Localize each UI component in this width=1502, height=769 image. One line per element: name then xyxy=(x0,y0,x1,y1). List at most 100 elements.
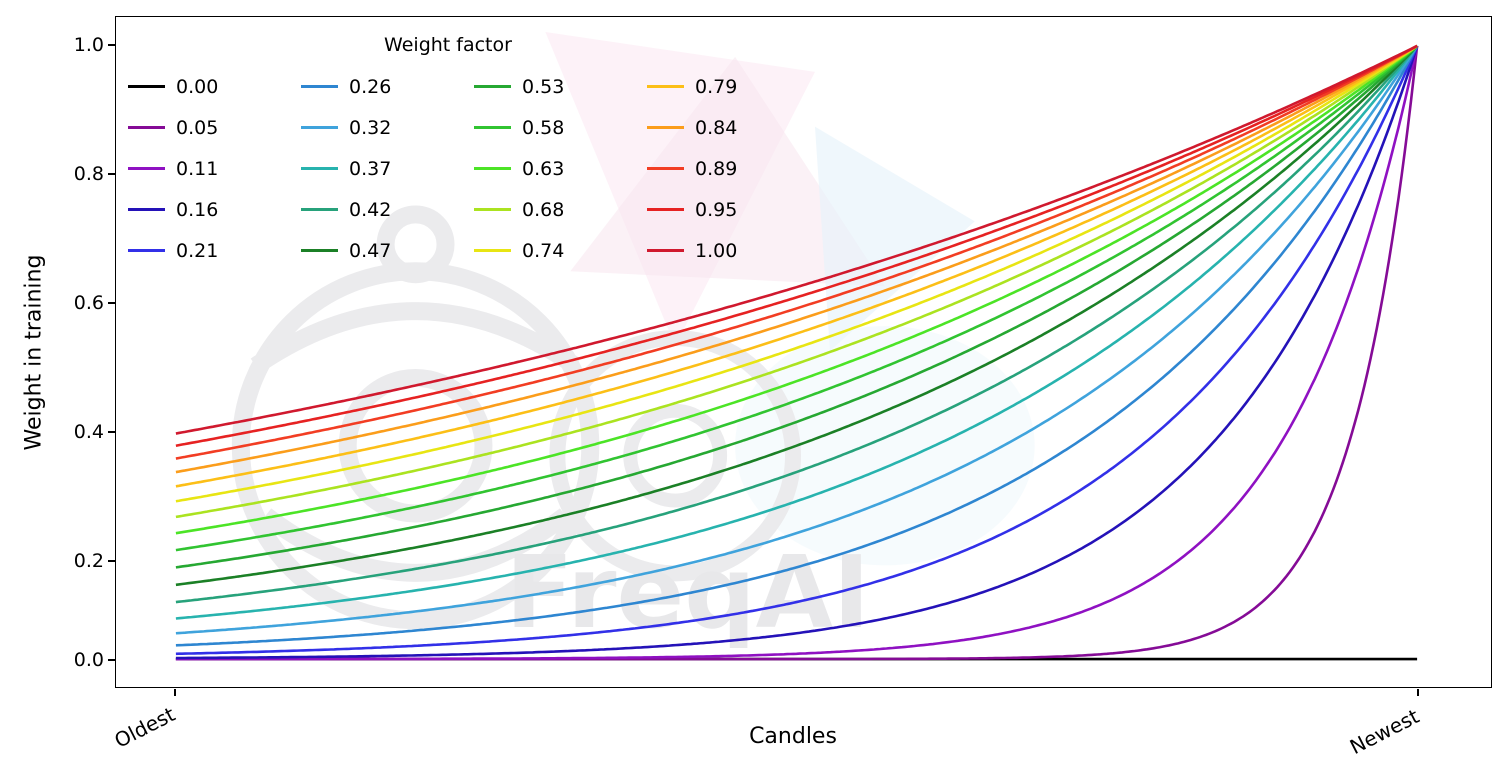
legend-entry-0.37: 0.37 xyxy=(301,158,474,180)
series-line-0.53 xyxy=(175,44,1418,569)
legend-entry-0.74: 0.74 xyxy=(474,240,647,262)
legend-swatch xyxy=(301,249,338,252)
legend-swatch xyxy=(647,208,684,211)
y-axis-label: Weight in training xyxy=(21,254,47,451)
series-line-0.47 xyxy=(175,45,1419,587)
legend-label: 0.89 xyxy=(695,157,738,180)
legend-entry-0.26: 0.26 xyxy=(301,76,474,98)
series-line-0.37 xyxy=(175,45,1419,620)
series-line-0.26 xyxy=(175,45,1419,647)
watermark-shape xyxy=(735,326,1035,566)
legend-title: Weight factor xyxy=(384,34,512,56)
legend-swatch xyxy=(474,249,511,252)
legend-swatch xyxy=(474,85,511,88)
series-line-0.63 xyxy=(175,44,1418,535)
legend-entries: 0.00 0.05 0.11 0.16 0.21 0.26 0.32 0.37 0.42 0.47… xyxy=(128,66,828,271)
legend-label: 0.11 xyxy=(176,157,219,180)
y-tick-mark xyxy=(108,431,115,433)
legend-label: 0.47 xyxy=(349,239,392,262)
series-line-0.58 xyxy=(175,44,1418,552)
series-line-0.95 xyxy=(175,44,1418,447)
series-line-1.00 xyxy=(175,44,1418,435)
watermark-shape xyxy=(570,56,885,287)
legend-entry-0.32: 0.32 xyxy=(301,117,474,139)
legend-swatch xyxy=(301,126,338,129)
x-tick-label-newest: Newest xyxy=(1345,704,1423,760)
legend-label: 0.84 xyxy=(695,116,738,139)
y-tick-label: 0.6 xyxy=(73,292,104,314)
x-axis-label: Candles xyxy=(749,724,837,749)
y-tick-label: 0.0 xyxy=(73,649,104,671)
series-line-0.11 xyxy=(175,45,1419,661)
legend-entry-0.53: 0.53 xyxy=(474,76,647,98)
legend-entry-0.47: 0.47 xyxy=(301,240,474,262)
legend-swatch xyxy=(474,126,511,129)
y-tick-mark xyxy=(108,302,115,304)
legend-swatch xyxy=(647,85,684,88)
y-tick-mark xyxy=(108,659,115,661)
series-line-0.84 xyxy=(175,44,1418,474)
x-tick-mark xyxy=(174,689,176,696)
y-tick-mark xyxy=(108,44,115,46)
x-tick-mark xyxy=(1417,689,1419,696)
legend-swatch xyxy=(301,85,338,88)
series-line-0.79 xyxy=(175,44,1418,488)
y-tick-label: 0.8 xyxy=(73,163,104,185)
legend-label: 0.74 xyxy=(522,239,565,262)
legend: Weight factor 0.00 0.05 0.11 0.16 0.21 0.26 0.… xyxy=(128,34,828,271)
plot-area: FreqAI xyxy=(115,16,1492,688)
legend-entry-0.11: 0.11 xyxy=(128,158,301,180)
y-tick-label: 0.4 xyxy=(73,421,104,443)
legend-swatch xyxy=(474,208,511,211)
y-tick-mark xyxy=(108,560,115,562)
legend-entry-0.89: 0.89 xyxy=(647,158,820,180)
legend-label: 0.26 xyxy=(349,75,392,98)
legend-label: 0.53 xyxy=(522,75,565,98)
legend-label: 0.37 xyxy=(349,157,392,180)
watermark-shape xyxy=(814,126,975,352)
x-tick-label-oldest: Oldest xyxy=(110,702,179,753)
legend-label: 0.79 xyxy=(695,75,738,98)
legend-swatch xyxy=(301,167,338,170)
legend-swatch xyxy=(128,126,165,129)
legend-entry-0.68: 0.68 xyxy=(474,199,647,221)
y-tick-label: 1.0 xyxy=(73,34,104,56)
legend-label: 0.32 xyxy=(349,116,392,139)
series-line-0.16 xyxy=(175,45,1419,660)
legend-label: 0.63 xyxy=(522,157,565,180)
legend-label: 1.00 xyxy=(695,239,738,262)
legend-entry-0.95: 0.95 xyxy=(647,199,820,221)
legend-entry-0.05: 0.05 xyxy=(128,117,301,139)
legend-entry-0.21: 0.21 xyxy=(128,240,301,262)
series-line-0.74 xyxy=(175,44,1418,503)
series-line-0.21 xyxy=(175,45,1419,656)
legend-entry-0.16: 0.16 xyxy=(128,199,301,221)
legend-swatch xyxy=(128,249,165,252)
series-line-0.42 xyxy=(175,45,1419,604)
series-line-0.32 xyxy=(175,45,1419,635)
legend-entry-0.42: 0.42 xyxy=(301,199,474,221)
legend-swatch xyxy=(647,167,684,170)
legend-label: 0.05 xyxy=(176,116,219,139)
legend-label: 0.16 xyxy=(176,198,219,221)
legend-swatch xyxy=(128,85,165,88)
curves-svg xyxy=(175,44,1419,661)
series-line-0.68 xyxy=(175,44,1418,519)
legend-entry-1.00: 1.00 xyxy=(647,240,820,262)
legend-entry-0.00: 0.00 xyxy=(128,76,301,98)
legend-label: 0.21 xyxy=(176,239,219,262)
legend-entry-0.63: 0.63 xyxy=(474,158,647,180)
legend-swatch xyxy=(647,249,684,252)
legend-swatch xyxy=(647,126,684,129)
legend-entry-0.58: 0.58 xyxy=(474,117,647,139)
y-tick-mark xyxy=(108,173,115,175)
legend-swatch xyxy=(474,167,511,170)
legend-swatch xyxy=(301,208,338,211)
legend-label: 0.58 xyxy=(522,116,565,139)
y-tick-label: 0.2 xyxy=(73,550,104,572)
legend-swatch xyxy=(128,167,165,170)
legend-entry-0.79: 0.79 xyxy=(647,76,820,98)
legend-swatch xyxy=(128,208,165,211)
legend-label: 0.95 xyxy=(695,198,738,221)
